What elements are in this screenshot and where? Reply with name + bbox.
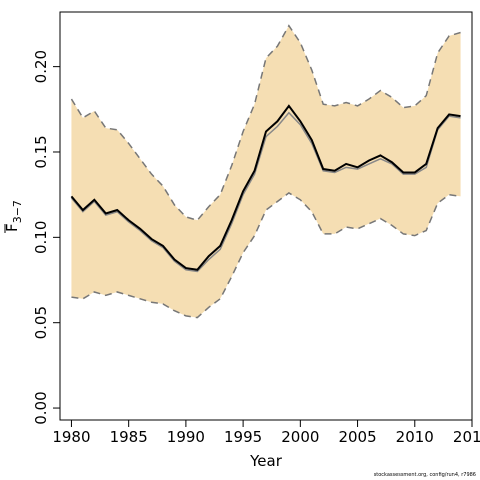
plot-layer [70,24,461,319]
x-tick-label: 1980 [52,428,90,446]
estimate-line [70,104,461,271]
x-tick-label: 2005 [338,428,376,446]
x-tick-label: 1995 [224,428,262,446]
x-tick-label: 1990 [167,428,205,446]
y-axis-title-subscript: 3−7 [11,200,24,223]
y-tick-label: 0.10 [32,221,50,254]
x-tick-label: 2010 [396,428,434,446]
plot-frame [59,11,473,421]
x-tick-label: 2000 [281,428,319,446]
x-axis-title: Year [249,452,283,470]
x-axis: 1980 1985 1990 1995 2000 2005 2010 2015 [52,420,480,446]
y-tick-label: 0.15 [32,135,50,168]
y-axis-title: F3−7 [3,200,24,232]
y-axis-title-main: F [3,223,21,232]
upper-ci-line [70,24,461,222]
estimate-alt-line [70,111,461,273]
y-tick-label: 0.20 [32,50,50,83]
confidence-band [71,25,461,318]
y-tick-label: 0.05 [32,306,50,339]
y-tick-label: 0.00 [32,391,50,424]
lower-ci-line [71,192,461,319]
y-axis: 0.00 0.05 0.10 0.15 0.20 [32,50,60,425]
x-tick-label: 1985 [110,428,148,446]
x-tick-label: 2015 [453,428,480,446]
footnote: stockassessment.org, config/run4, r7986 [373,472,476,478]
